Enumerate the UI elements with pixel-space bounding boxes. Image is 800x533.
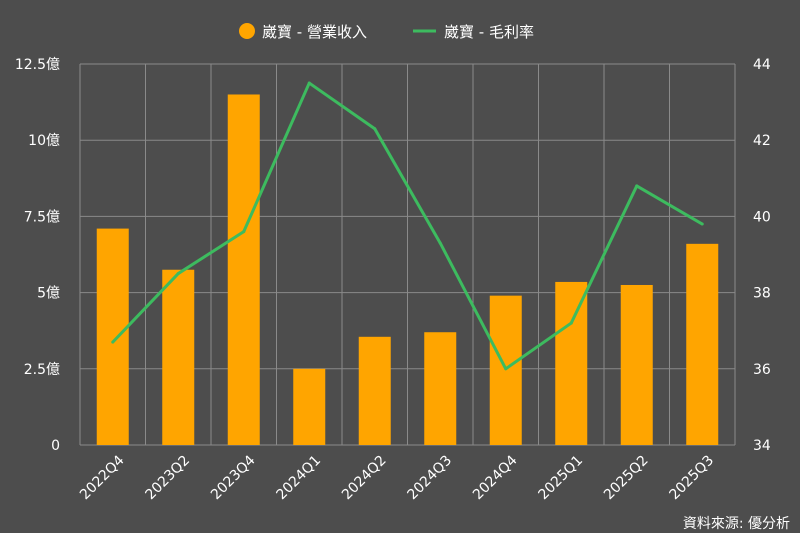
- legend-revenue-label: 崴寶 - 營業收入: [262, 23, 367, 41]
- bar-2022Q4: [96, 228, 129, 445]
- bar-2023Q2: [162, 269, 195, 445]
- left-tick-label-0: 0: [51, 438, 60, 454]
- bar-2023Q4: [227, 94, 260, 445]
- left-tick-label-3: 7.5億: [24, 209, 60, 225]
- source-note: 資料來源: 優分析: [683, 516, 790, 532]
- bar-2024Q1: [293, 368, 326, 445]
- x-tick-label-2023Q2: 2023Q2: [142, 453, 193, 504]
- right-tick-label-4: 42: [753, 133, 771, 149]
- x-axis: 2022Q4 2023Q2 2023Q4 2024Q1 2024Q2 2024Q3 2024…: [77, 452, 717, 503]
- margin-point-2023Q4: [242, 230, 246, 234]
- bar-2024Q3: [424, 332, 457, 445]
- legend-revenue-swatch: [239, 23, 255, 39]
- margin-point-2025Q1: [569, 321, 573, 325]
- x-tick-label-2024Q4: 2024Q4: [470, 452, 521, 503]
- bar-2024Q4: [489, 295, 522, 445]
- right-tick-label-1: 36: [753, 362, 771, 378]
- margin-point-2024Q3: [438, 241, 442, 245]
- x-tick-label-2025Q2: 2025Q2: [601, 453, 652, 504]
- margin-line: [111, 81, 704, 371]
- right-axis: 34 36 38 40 42 44: [753, 57, 771, 454]
- revenue-bars: [96, 94, 719, 445]
- left-axis: 0 2.5億 5億 7.5億 10億 12.5億: [15, 57, 60, 454]
- x-tick-label-2022Q4: 2022Q4: [77, 452, 128, 503]
- left-tick-label-2: 5億: [37, 286, 60, 302]
- right-tick-label-3: 40: [753, 209, 771, 225]
- x-tick-label-2024Q3: 2024Q3: [404, 453, 455, 504]
- bar-2025Q1: [555, 281, 588, 445]
- left-tick-label-1: 2.5億: [24, 362, 60, 378]
- margin-line-layer: [111, 81, 704, 371]
- right-tick-label-5: 44: [753, 57, 771, 73]
- x-tick-label-2025Q1: 2025Q1: [535, 453, 586, 504]
- margin-point-2024Q2: [373, 127, 377, 131]
- right-tick-label-2: 38: [753, 286, 771, 302]
- margin-point-2025Q2: [635, 184, 639, 188]
- grid: [79, 63, 736, 446]
- left-tick-label-4: 10億: [28, 133, 60, 149]
- x-tick-label-2024Q2: 2024Q2: [339, 453, 390, 504]
- legend-margin-label: 崴寶 - 毛利率: [444, 23, 534, 41]
- left-tick-label-5: 12.5億: [15, 57, 60, 73]
- margin-point-2023Q2: [176, 272, 180, 276]
- x-tick-label-2023Q4: 2023Q4: [208, 452, 259, 503]
- bar-2025Q3: [686, 243, 719, 445]
- bar-2025Q2: [620, 284, 653, 445]
- margin-point-2025Q3: [700, 222, 704, 226]
- legend: 崴寶 - 營業收入 崴寶 - 毛利率: [239, 23, 534, 41]
- x-tick-label-2024Q1: 2024Q1: [273, 453, 324, 504]
- bar-2024Q2: [358, 336, 391, 445]
- margin-point-2024Q4: [504, 367, 508, 371]
- x-tick-label-2025Q3: 2025Q3: [666, 453, 717, 504]
- margin-point-2022Q4: [111, 340, 115, 344]
- margin-point-2024Q1: [307, 81, 311, 85]
- right-tick-label-0: 34: [753, 438, 771, 454]
